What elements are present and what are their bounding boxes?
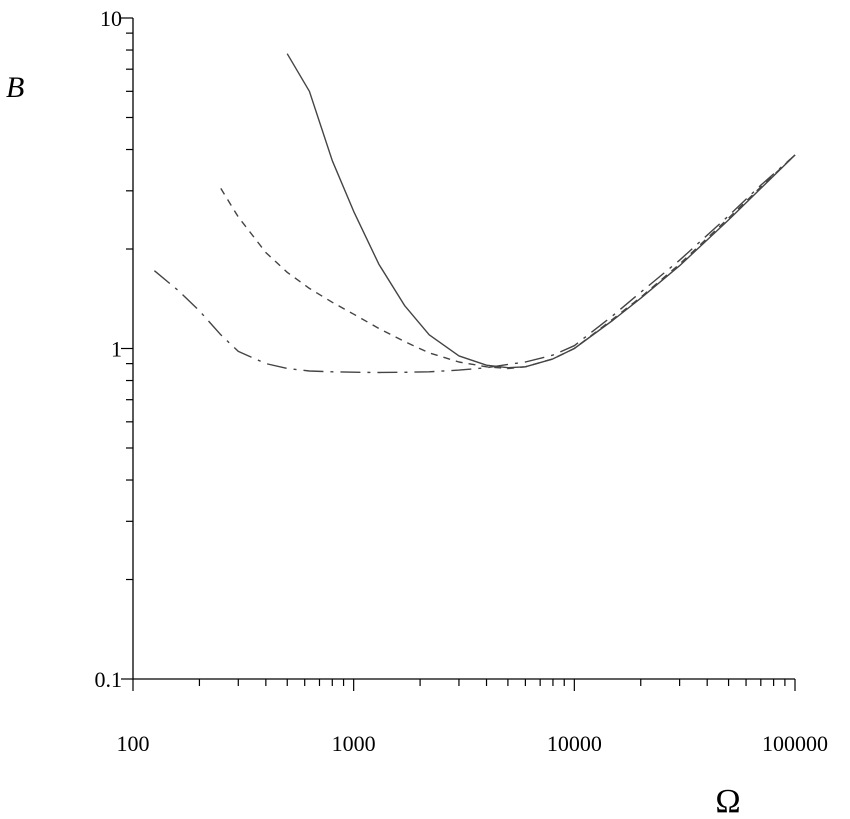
x-tick-label: 1000 [332,731,376,756]
tick-labels: 100 1000 10000 100000 0.1 1 10 [95,6,829,756]
y-axis-title: B [6,71,24,104]
x-tick-label: 100000 [762,731,828,756]
series-line-dashdot [153,154,796,374]
axes [121,17,796,691]
x-axis-title: Ω [715,783,740,819]
y-tick-label: 10 [100,6,122,31]
x-tick-label: 10000 [547,731,602,756]
series-layer [153,53,796,374]
series-line-solid [286,53,796,369]
y-tick-label: 1 [111,337,122,362]
series-line-dashed [220,154,796,370]
x-tick-label: 100 [117,731,150,756]
y-tick-label: 0.1 [95,667,123,692]
